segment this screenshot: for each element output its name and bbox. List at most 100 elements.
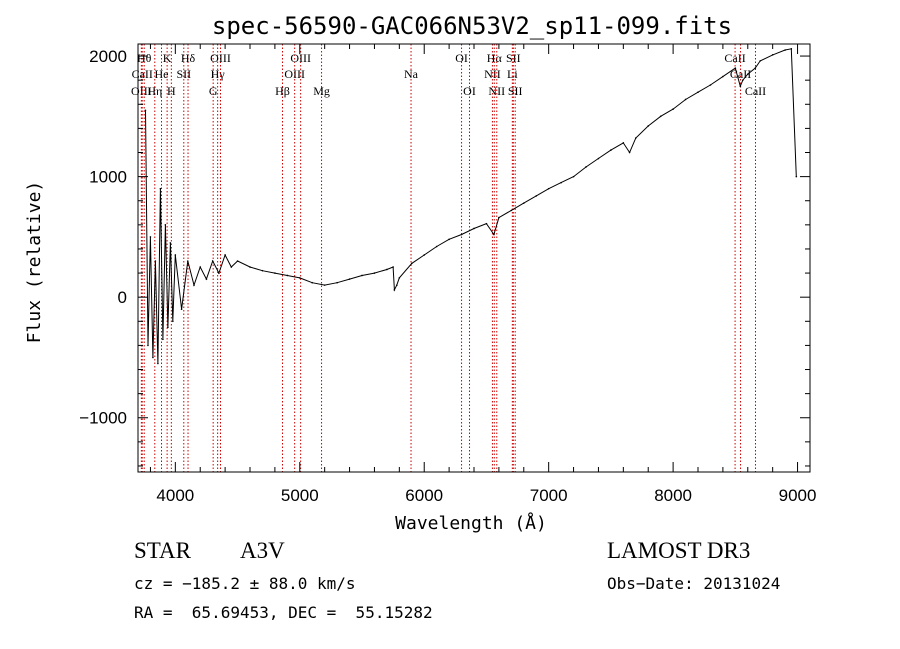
data-point	[547, 187, 550, 190]
data-point	[510, 209, 513, 212]
data-point	[361, 274, 363, 277]
data-point	[597, 157, 600, 160]
redshift-cz: cz = −185.2 ± 88.0 km/s	[134, 574, 356, 593]
data-point	[759, 60, 762, 62]
data-point	[149, 236, 152, 238]
x-tick-label: 9000	[779, 486, 817, 505]
data-point	[236, 260, 239, 262]
line-label: CaII	[132, 67, 153, 81]
data-point	[261, 269, 264, 272]
line-label: SII	[506, 51, 521, 65]
line-label: Hη	[147, 84, 162, 98]
data-point	[348, 278, 351, 280]
data-point	[585, 166, 587, 168]
data-point	[186, 260, 189, 262]
data-point	[473, 227, 475, 230]
line-label: OIII	[131, 84, 152, 98]
data-point	[435, 245, 438, 248]
data-point	[522, 202, 525, 204]
data-point	[174, 254, 177, 256]
data-point	[167, 326, 169, 329]
line-label: CaII	[724, 51, 745, 65]
line-label: Na	[404, 67, 419, 81]
data-point	[460, 233, 463, 236]
data-point	[180, 308, 183, 311]
data-point	[172, 320, 174, 323]
survey-name: LAMOST DR3	[607, 538, 751, 563]
data-point	[535, 195, 538, 197]
y-tick-label: 2000	[89, 47, 127, 66]
line-label: NII	[488, 84, 505, 98]
data-point	[298, 277, 301, 279]
line-label: SII	[176, 67, 191, 81]
object-subclass: A3V	[240, 538, 285, 563]
data-point	[771, 54, 774, 56]
data-point	[286, 274, 289, 277]
data-point	[697, 91, 699, 94]
line-label: He	[155, 67, 169, 81]
y-tick-label: 0	[118, 288, 127, 307]
data-point	[199, 266, 202, 268]
data-point	[154, 260, 157, 262]
data-point	[734, 67, 737, 69]
data-point	[790, 48, 793, 50]
data-point	[218, 272, 220, 274]
data-point	[742, 79, 744, 81]
data-point	[622, 142, 625, 144]
data-point	[722, 75, 724, 78]
line-label: Hθ	[137, 51, 152, 65]
data-point	[610, 149, 612, 151]
x-axis-label: Wavelength (Å)	[395, 512, 547, 534]
line-label: Hα	[487, 51, 503, 65]
data-point	[164, 224, 167, 226]
x-tick-label: 8000	[654, 486, 692, 505]
data-point	[739, 85, 742, 87]
line-label: OI	[463, 84, 476, 98]
data-point	[398, 277, 401, 279]
line-label: CaII	[730, 67, 751, 81]
data-point	[169, 242, 172, 244]
data-point	[784, 49, 786, 51]
data-point	[311, 281, 314, 284]
data-point	[193, 284, 195, 286]
data-point	[162, 338, 164, 341]
ra-dec: RA = 65.69453, DEC = 55.15282	[134, 603, 433, 622]
x-tick-label: 7000	[530, 486, 568, 505]
data-point	[746, 73, 749, 75]
x-tick-label: 6000	[405, 486, 443, 505]
data-point	[393, 289, 396, 291]
data-point	[485, 222, 488, 225]
line-label: Hβ	[275, 84, 290, 98]
line-label: Hδ	[181, 51, 196, 65]
data-point	[560, 181, 562, 184]
data-point	[709, 84, 712, 86]
line-label: SII	[508, 84, 523, 98]
data-point	[647, 125, 650, 127]
data-point	[147, 344, 149, 347]
x-tick-label: 5000	[281, 486, 319, 505]
data-point	[386, 268, 388, 271]
data-point	[205, 278, 208, 280]
data-point	[224, 254, 226, 256]
data-point	[392, 266, 394, 268]
line-label: OIII	[290, 51, 311, 65]
data-point	[323, 284, 326, 286]
observation-date: Obs−Date: 20131024	[607, 574, 781, 593]
object-class: STAR	[134, 538, 191, 563]
line-label: OI	[455, 51, 468, 65]
data-point	[396, 284, 398, 286]
x-tick-label: 4000	[156, 486, 194, 505]
data-point	[249, 266, 251, 268]
line-label: K	[163, 51, 172, 65]
data-point	[336, 281, 338, 284]
data-point	[493, 233, 495, 236]
line-label: OIII	[284, 67, 305, 81]
data-point	[628, 151, 631, 154]
line-label: NII	[484, 67, 501, 81]
data-point	[795, 175, 798, 178]
data-point	[211, 260, 214, 262]
data-point	[572, 175, 575, 178]
line-label: H	[167, 84, 176, 98]
data-point	[274, 272, 276, 274]
